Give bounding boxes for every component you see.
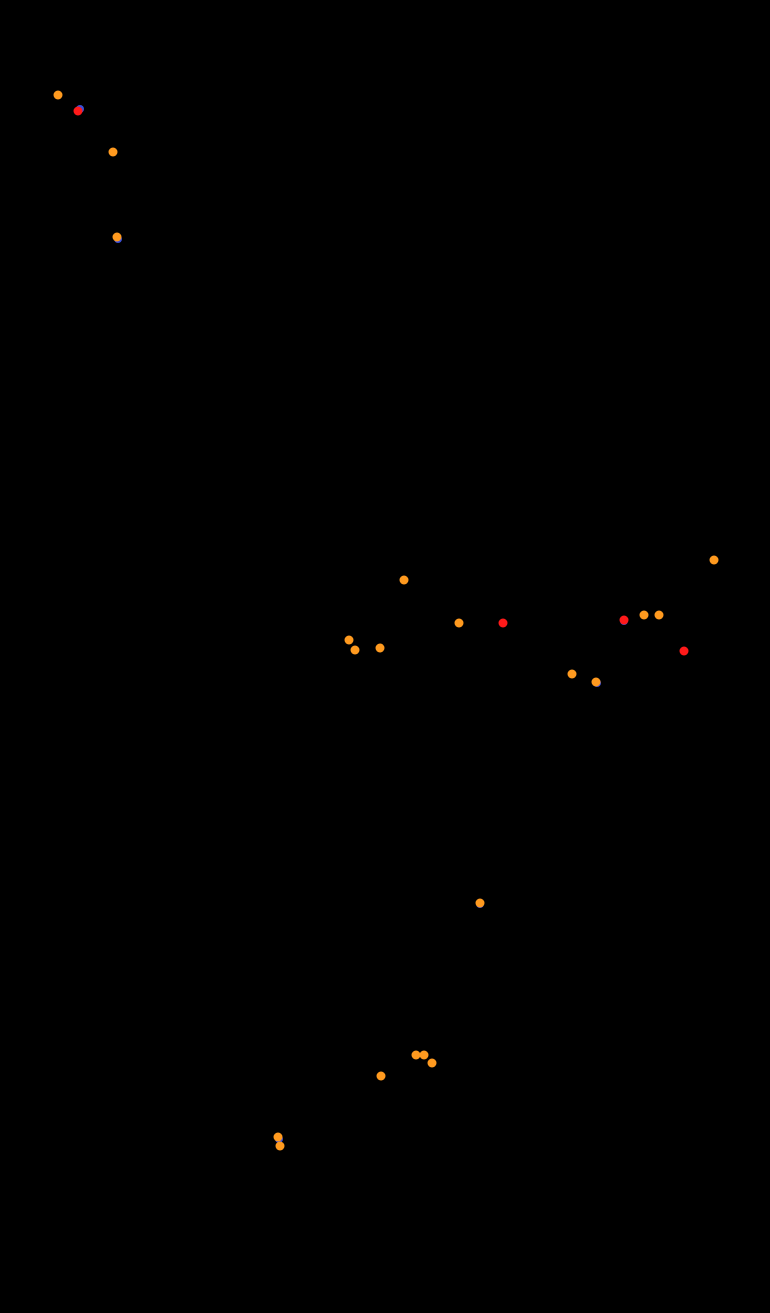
scatter-point-orange	[345, 636, 354, 645]
scatter-point-red	[499, 619, 508, 628]
scatter-point-red	[620, 616, 629, 625]
scatter-point-orange	[276, 1142, 285, 1151]
scatter-point-red	[680, 647, 689, 656]
scatter-point-orange	[351, 646, 360, 655]
scatter-point-orange	[113, 233, 122, 242]
scatter-point-orange	[568, 670, 577, 679]
scatter-point-orange	[376, 644, 385, 653]
scatter-point-orange	[710, 556, 719, 565]
scatter-point-orange	[420, 1051, 429, 1060]
scatter-point-orange	[377, 1072, 386, 1081]
scatter-point-orange	[109, 148, 118, 157]
scatter-point-orange	[592, 678, 601, 687]
scatter-point-orange	[476, 899, 485, 908]
scatter-point-orange	[54, 91, 63, 100]
scatter-point-orange	[455, 619, 464, 628]
scatter-point-orange	[640, 611, 649, 620]
scatter-point-orange	[274, 1133, 283, 1142]
scatter-point-orange	[400, 576, 409, 585]
scatter-point-red	[74, 107, 83, 116]
scatter-point-orange	[655, 611, 664, 620]
scatter-chart	[0, 0, 770, 1313]
scatter-point-orange	[428, 1059, 437, 1068]
